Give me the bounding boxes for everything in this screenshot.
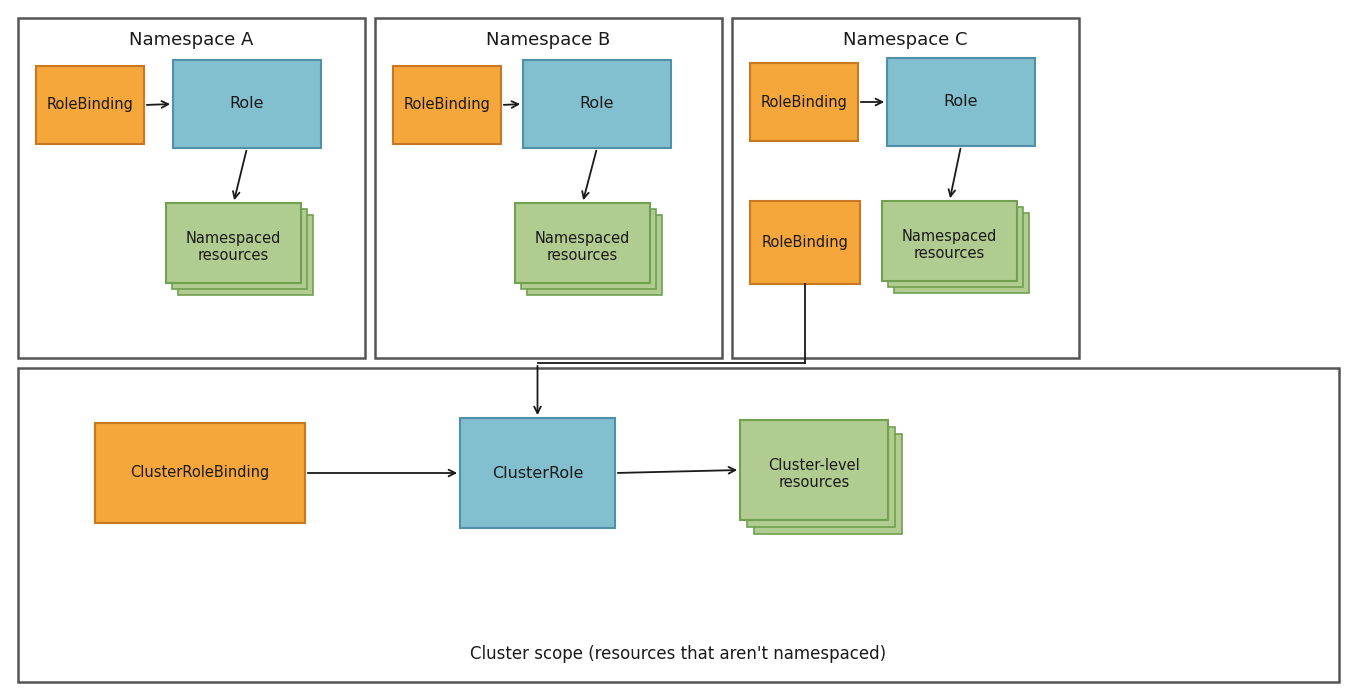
Text: Role: Role (943, 94, 978, 109)
Text: Role: Role (229, 97, 265, 111)
Text: Namespaced
resources: Namespaced resources (186, 231, 281, 263)
Text: RoleBinding: RoleBinding (403, 97, 490, 113)
Bar (516, 203, 650, 283)
Bar (172, 209, 307, 289)
Bar (882, 201, 1016, 281)
Bar (731, 18, 1079, 358)
Text: Role: Role (579, 97, 615, 111)
Bar (18, 368, 1339, 682)
Bar (754, 434, 902, 534)
Text: RoleBinding: RoleBinding (46, 97, 133, 113)
Bar (172, 60, 322, 148)
Bar (18, 18, 365, 358)
Bar (95, 423, 305, 523)
Text: Namespaced
resources: Namespaced resources (902, 229, 997, 261)
Bar (521, 209, 655, 289)
Bar (166, 203, 301, 283)
Text: Namespace B: Namespace B (486, 31, 611, 49)
Bar (750, 63, 858, 141)
Bar (527, 215, 662, 295)
Bar (887, 58, 1035, 146)
Bar (375, 18, 722, 358)
Bar (740, 420, 887, 520)
Bar (394, 66, 501, 144)
Text: ClusterRole: ClusterRole (491, 466, 584, 480)
Text: Namespace A: Namespace A (129, 31, 254, 49)
Text: Namespace C: Namespace C (843, 31, 968, 49)
Text: Namespaced
resources: Namespaced resources (535, 231, 630, 263)
Bar (460, 418, 615, 528)
Bar (750, 201, 860, 284)
Bar (178, 215, 313, 295)
Bar (746, 427, 896, 527)
Bar (887, 207, 1023, 287)
Text: RoleBinding: RoleBinding (760, 94, 847, 109)
Bar (522, 60, 670, 148)
Bar (894, 213, 1029, 293)
Text: ClusterRoleBinding: ClusterRoleBinding (130, 466, 270, 480)
Text: Cluster-level
resources: Cluster-level resources (768, 458, 860, 490)
Text: RoleBinding: RoleBinding (761, 235, 848, 250)
Bar (37, 66, 144, 144)
Text: Cluster scope (resources that aren't namespaced): Cluster scope (resources that aren't nam… (471, 645, 886, 663)
